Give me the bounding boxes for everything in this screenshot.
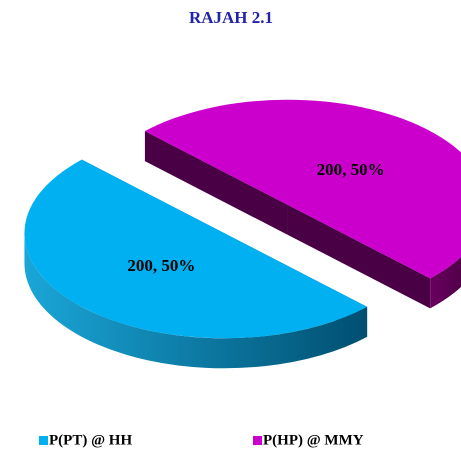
slice-side xyxy=(144,131,288,235)
legend-label: P(HP) @ MMY xyxy=(263,432,364,448)
slice-wall xyxy=(430,256,461,309)
slice-wall xyxy=(24,233,368,369)
legend-label: P(PT) @ HH xyxy=(49,432,132,448)
slice-top xyxy=(144,99,461,279)
legend-swatch xyxy=(253,436,262,445)
pie: 200, 50% 200, 50% xyxy=(24,99,461,369)
legend-swatch xyxy=(39,436,48,445)
chart-title: RAJAH 2.1 xyxy=(189,8,273,27)
legend: P(PT) @ HH P(HP) @ MMY xyxy=(39,432,364,448)
slice-side xyxy=(287,204,431,309)
slice xyxy=(24,159,368,369)
data-label: 200, 50% xyxy=(127,256,195,275)
data-label: 200, 50% xyxy=(317,160,385,179)
slice-top xyxy=(24,159,368,339)
slice xyxy=(144,99,461,309)
